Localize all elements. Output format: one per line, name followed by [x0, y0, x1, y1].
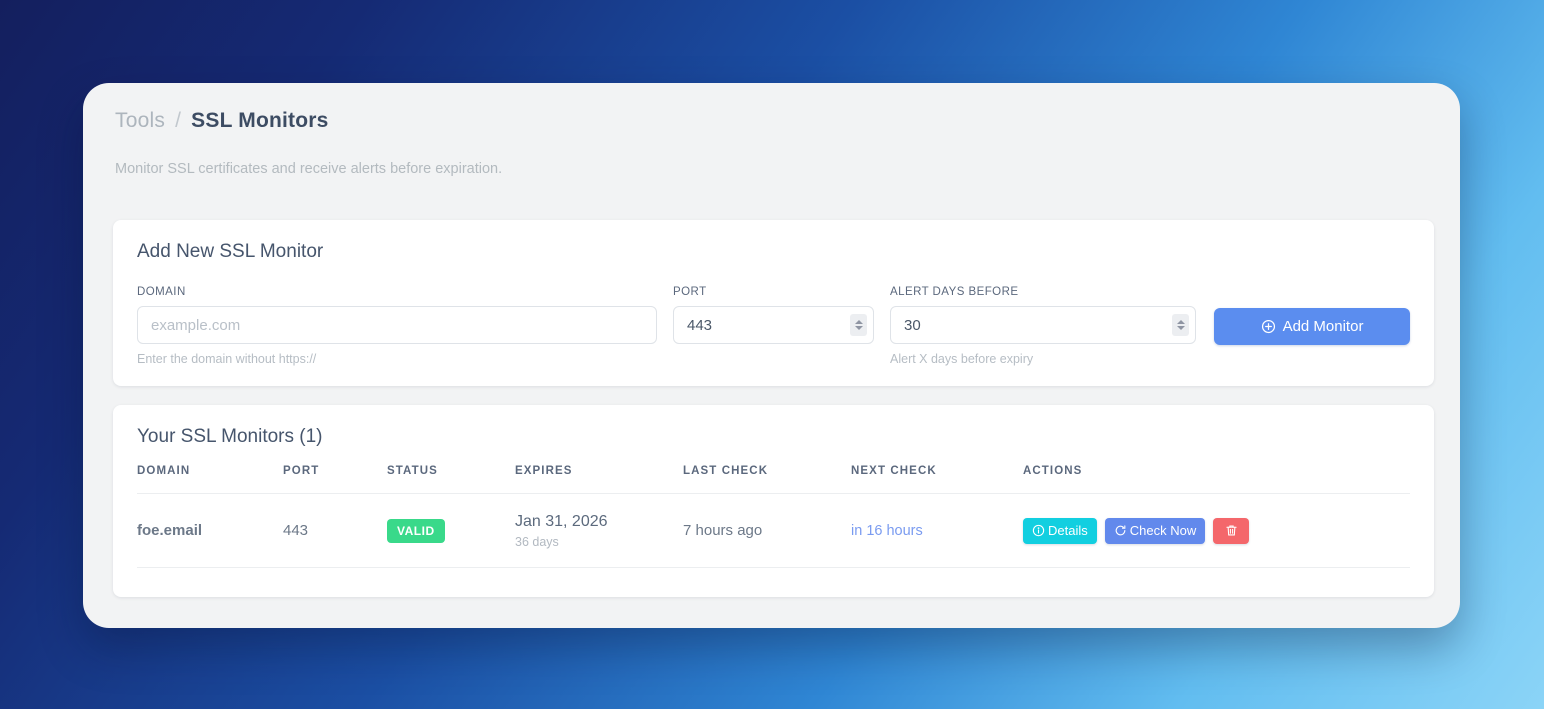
cell-status: VALID	[387, 493, 515, 568]
alert-days-stepper[interactable]	[1172, 314, 1189, 336]
add-monitor-button[interactable]: Add Monitor	[1214, 308, 1410, 345]
column-header-expires: EXPIRES	[515, 465, 683, 494]
ssl-monitors-title: Your SSL Monitors (1)	[137, 426, 323, 447]
cell-expires: Jan 31, 2026 36 days	[515, 493, 683, 568]
domain-input[interactable]	[137, 306, 657, 344]
port-input[interactable]	[673, 306, 874, 344]
page-subtitle: Monitor SSL certificates and receive ale…	[115, 161, 503, 177]
column-header-domain: DOMAIN	[137, 465, 283, 494]
delete-button[interactable]	[1213, 517, 1250, 544]
port-stepper[interactable]	[850, 314, 867, 336]
column-header-status: STATUS	[387, 465, 515, 494]
table-row: foe.email 443 VALID Jan 31, 2026 36 days…	[137, 493, 1410, 568]
cell-actions: Details Check Now	[1023, 493, 1410, 568]
domain-hint: Enter the domain without https://	[137, 352, 317, 366]
cell-next-check: in 16 hours	[851, 493, 1023, 568]
breadcrumb-separator: /	[175, 109, 182, 132]
column-header-actions: ACTIONS	[1023, 465, 1410, 494]
chevron-down-icon[interactable]	[854, 326, 863, 330]
table-header-row: DOMAIN PORT STATUS EXPIRES LAST CHECK NE…	[137, 465, 1410, 494]
check-now-button-label: Check Now	[1129, 523, 1197, 538]
alert-days-field-group: ALERT DAYS BEFORE Alert X days before ex…	[890, 286, 1196, 366]
plus-circle-icon	[1261, 319, 1276, 334]
chevron-up-icon[interactable]	[1176, 320, 1185, 324]
port-label: PORT	[673, 286, 707, 298]
expires-days-remaining: 36 days	[515, 535, 559, 549]
breadcrumb: Tools / SSL Monitors	[115, 109, 329, 133]
info-circle-icon	[1032, 524, 1045, 537]
details-button[interactable]: Details	[1023, 517, 1097, 544]
next-check-value: in 16 hours	[851, 523, 923, 539]
breadcrumb-parent[interactable]: Tools	[115, 109, 166, 132]
ssl-monitors-panel: Your SSL Monitors (1) DOMAIN PORT STATUS…	[113, 405, 1434, 597]
chevron-up-icon[interactable]	[854, 320, 863, 324]
trash-icon	[1225, 524, 1238, 537]
column-header-port: PORT	[283, 465, 387, 494]
status-badge: VALID	[387, 518, 445, 543]
alert-days-hint: Alert X days before expiry	[890, 352, 1034, 366]
domain-label: DOMAIN	[137, 286, 186, 298]
refresh-icon	[1114, 524, 1127, 537]
details-button-label: Details	[1048, 523, 1088, 538]
page-title: SSL Monitors	[191, 109, 329, 132]
cell-domain: foe.email	[137, 493, 283, 568]
page-card: Tools / SSL Monitors Monitor SSL certifi…	[83, 83, 1460, 628]
ssl-monitors-table: DOMAIN PORT STATUS EXPIRES LAST CHECK NE…	[137, 465, 1410, 568]
column-header-next-check: NEXT CHECK	[851, 465, 1023, 494]
alert-days-input[interactable]	[890, 306, 1196, 344]
cell-port: 443	[283, 493, 387, 568]
add-monitor-panel: Add New SSL Monitor DOMAIN Enter the dom…	[113, 220, 1434, 386]
chevron-down-icon[interactable]	[1176, 326, 1185, 330]
row-actions: Details Check Now	[1023, 517, 1410, 544]
add-monitor-title: Add New SSL Monitor	[137, 241, 324, 262]
cell-last-check: 7 hours ago	[683, 493, 851, 568]
domain-field-group: DOMAIN Enter the domain without https://	[137, 286, 657, 366]
add-monitor-button-label: Add Monitor	[1282, 318, 1364, 335]
check-now-button[interactable]: Check Now	[1104, 517, 1206, 544]
expires-date: Jan 31, 2026	[515, 513, 608, 530]
port-field-group: PORT	[673, 286, 874, 344]
column-header-last-check: LAST CHECK	[683, 465, 851, 494]
alert-days-label: ALERT DAYS BEFORE	[890, 286, 1019, 298]
